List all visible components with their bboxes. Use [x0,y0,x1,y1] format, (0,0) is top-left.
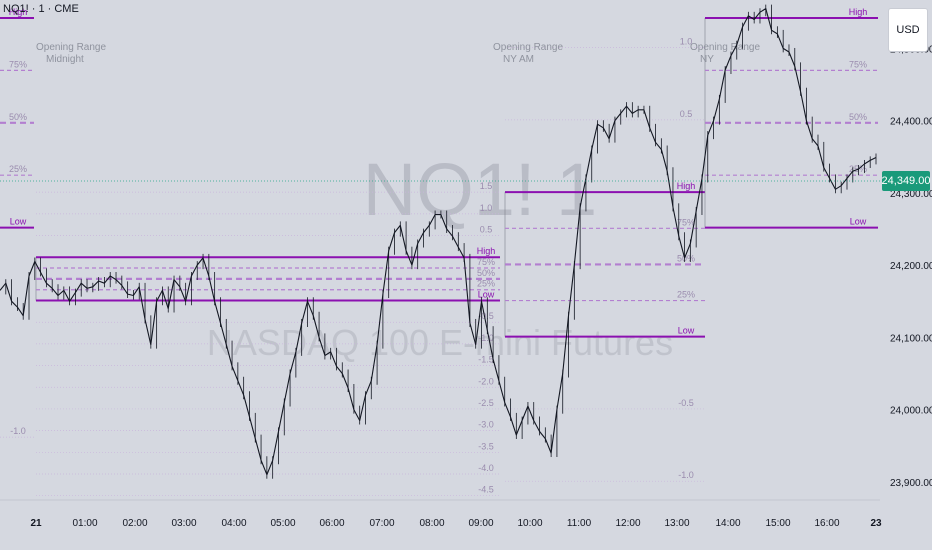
range-level-label: Low [850,217,867,227]
x-tick-label: 01:00 [72,518,97,529]
y-tick-label: 24,000.00 [890,406,932,417]
range-subtitle: NY AM [503,54,534,65]
x-tick-label: 07:00 [369,518,394,529]
x-tick-label: 06:00 [319,518,344,529]
x-tick-label: 14:00 [715,518,740,529]
current-price-tag: 24,349.00 [882,171,930,191]
y-tick-label: 24,400.00 [890,117,932,128]
y-tick-label: 24,300.00 [890,189,932,200]
range-level-label: Low [678,326,695,336]
y-tick-label: 24,100.00 [890,333,932,344]
range-level-label: 50% [9,112,27,122]
range-level-label: Low [478,290,495,300]
x-tick-label: 12:00 [615,518,640,529]
range-level-label: 25% [677,290,695,300]
range-level-label: -1.0 [678,470,694,480]
watermark-ticker: NQ1! 1 [363,148,597,231]
range-level-label: 25% [9,164,27,174]
range-level-label: -1.0 [478,333,494,343]
x-tick-label: 15:00 [765,518,790,529]
range-title: Opening Range [690,42,760,53]
range-level-label: -1.0 [10,426,26,436]
range-level-label: -3.0 [478,420,494,430]
range-level-label: Low [10,217,27,227]
range-level-label: High [477,246,496,256]
y-tick-label: 24,200.00 [890,261,932,272]
y-tick-label: 23,900.00 [890,478,932,489]
range-level-label: 75% [849,59,867,69]
range-level-label: 75% [477,257,495,267]
range-level-label: 1.0 [680,37,693,47]
x-tick-label: 11:00 [567,518,592,529]
x-tick-label: 21 [30,518,42,529]
x-tick-label: 02:00 [122,518,147,529]
x-tick-label: 13:00 [664,518,689,529]
price-series [0,4,877,479]
range-title: Opening Range [493,42,563,53]
x-tick-label: 16:00 [814,518,839,529]
x-tick-label: 08:00 [419,518,444,529]
range-level-label: 75% [677,217,695,227]
range-level-label: 50% [477,268,495,278]
price-line [0,8,877,476]
range-level-label: 25% [477,279,495,289]
range-level-label: -2.0 [478,376,494,386]
range-level-label: -3.5 [478,441,494,451]
range-level-label: 1.0 [480,203,493,213]
currency-button[interactable]: USD [888,8,928,52]
range-level-label: High [849,7,868,17]
range-level-label: 0.5 [680,109,693,119]
time-axis-ticks[interactable]: 21 01:00 02:00 03:00 04:00 05:00 06:00 07:00 08:… [30,518,882,529]
opening-ranges-layer: 1.51.00.5High75%50%25%Low-0.5-1.0-1.5-2.… [0,7,878,497]
range-level-label: -1.5 [478,355,494,365]
range-level-label: -4.5 [478,485,494,495]
watermark-name: NASDAQ 100 E-mini Futures [207,322,673,363]
range-subtitle: Midnight [46,54,84,65]
x-tick-label: 09:00 [468,518,493,529]
range-level-label: -4.0 [478,463,494,473]
range-level-label: 50% [849,112,867,122]
range-level-label: 50% [677,253,695,263]
range-level-label: 1.5 [480,181,493,191]
symbol-label[interactable]: NQ1! · 1 · CME [3,3,79,15]
range-level-label: -2.5 [478,398,494,408]
x-tick-label: 05:00 [270,518,295,529]
range-level-label: 0.5 [480,225,493,235]
range-subtitle: NY [700,54,714,65]
range-level-label: -0.5 [478,311,494,321]
range-title: Opening Range [36,42,106,53]
x-tick-label: 04:00 [221,518,246,529]
x-tick-label: 03:00 [171,518,196,529]
range-level-label: 75% [9,59,27,69]
x-tick-label: 10:00 [517,518,542,529]
range-level-label: High [9,7,28,17]
x-tick-label: 23 [870,518,882,529]
range-level-label: High [677,181,696,191]
price-axis[interactable] [880,0,932,550]
range-level-label: -0.5 [678,398,694,408]
